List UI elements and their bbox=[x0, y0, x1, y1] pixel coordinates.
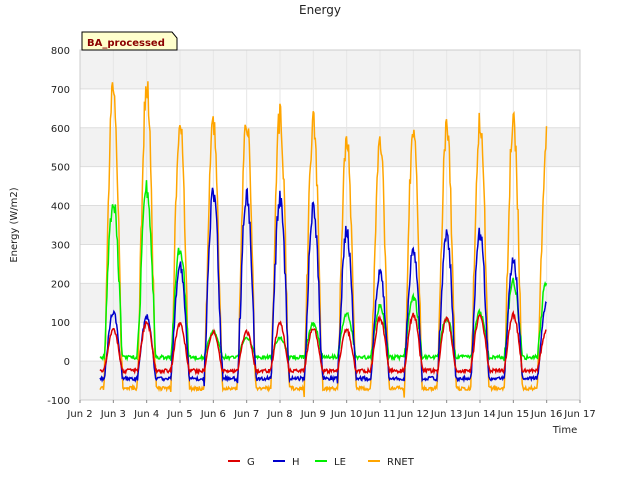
plot-band bbox=[80, 283, 580, 323]
y-tick-label: 600 bbox=[51, 124, 70, 135]
y-tick-label: 100 bbox=[51, 318, 70, 329]
y-axis-ticks: -100 0 100 200 300 400 500 600 700 800 bbox=[47, 46, 70, 407]
processing-badge: BA_processed bbox=[81, 31, 178, 51]
x-tick-label: Jun 8 bbox=[266, 409, 292, 420]
x-tick-label: Jun 4 bbox=[133, 409, 159, 420]
x-tick-label: Jun 2 bbox=[66, 409, 92, 420]
legend-label: RNET bbox=[387, 457, 415, 468]
x-tick-label: Jun 16 bbox=[530, 409, 563, 420]
y-tick-label: 300 bbox=[51, 240, 70, 251]
x-tick-label: Jun 9 bbox=[300, 409, 326, 420]
series-line-rnet bbox=[99, 81, 548, 398]
x-axis-title: Time bbox=[552, 425, 577, 436]
chart-title: Energy bbox=[299, 3, 341, 17]
series-layer bbox=[99, 81, 548, 398]
x-tick-label: Jun 5 bbox=[166, 409, 192, 420]
plot-frame bbox=[79, 49, 581, 401]
plot-band bbox=[80, 127, 580, 167]
x-tick-label: Jun 15 bbox=[497, 409, 530, 420]
x-tick-label: Jun 14 bbox=[463, 409, 496, 420]
y-tick-label: 700 bbox=[51, 85, 70, 96]
y-tick-label: 200 bbox=[51, 279, 70, 290]
x-tick-label: Jun 7 bbox=[233, 409, 259, 420]
badge-shape bbox=[81, 31, 178, 51]
badge-text: BA_processed bbox=[87, 38, 165, 49]
x-tick-label: Jun 13 bbox=[430, 409, 463, 420]
x-tick-label: Jun 3 bbox=[100, 409, 126, 420]
x-tick-label: Jun 12 bbox=[397, 409, 430, 420]
x-tick-label: Jun 6 bbox=[200, 409, 226, 420]
legend-label: G bbox=[247, 457, 255, 468]
x-tick-label: Jun 17 bbox=[563, 409, 596, 420]
legend: G H LE RNET bbox=[228, 457, 415, 468]
x-tick-label: Jun 11 bbox=[363, 409, 396, 420]
y-tick-label: 500 bbox=[51, 163, 70, 174]
plot-band bbox=[80, 205, 580, 245]
legend-label: LE bbox=[334, 457, 346, 468]
y-tick-label: 800 bbox=[51, 46, 70, 57]
plot-band bbox=[80, 50, 580, 89]
x-axis-ticks: Jun 2 Jun 3 Jun 4 Jun 5 Jun 6 Jun 7 Jun 8 Jun 9… bbox=[66, 400, 596, 420]
plot-bands bbox=[80, 50, 580, 400]
x-tick-label: Jun 10 bbox=[330, 409, 363, 420]
series-line-g bbox=[99, 310, 547, 376]
y-tick-label: -100 bbox=[47, 396, 70, 407]
legend-label: H bbox=[292, 457, 300, 468]
y-tick-label: 0 bbox=[64, 357, 70, 368]
y-axis-title: Energy (W/m2) bbox=[9, 187, 20, 262]
y-tick-label: 400 bbox=[51, 202, 70, 213]
